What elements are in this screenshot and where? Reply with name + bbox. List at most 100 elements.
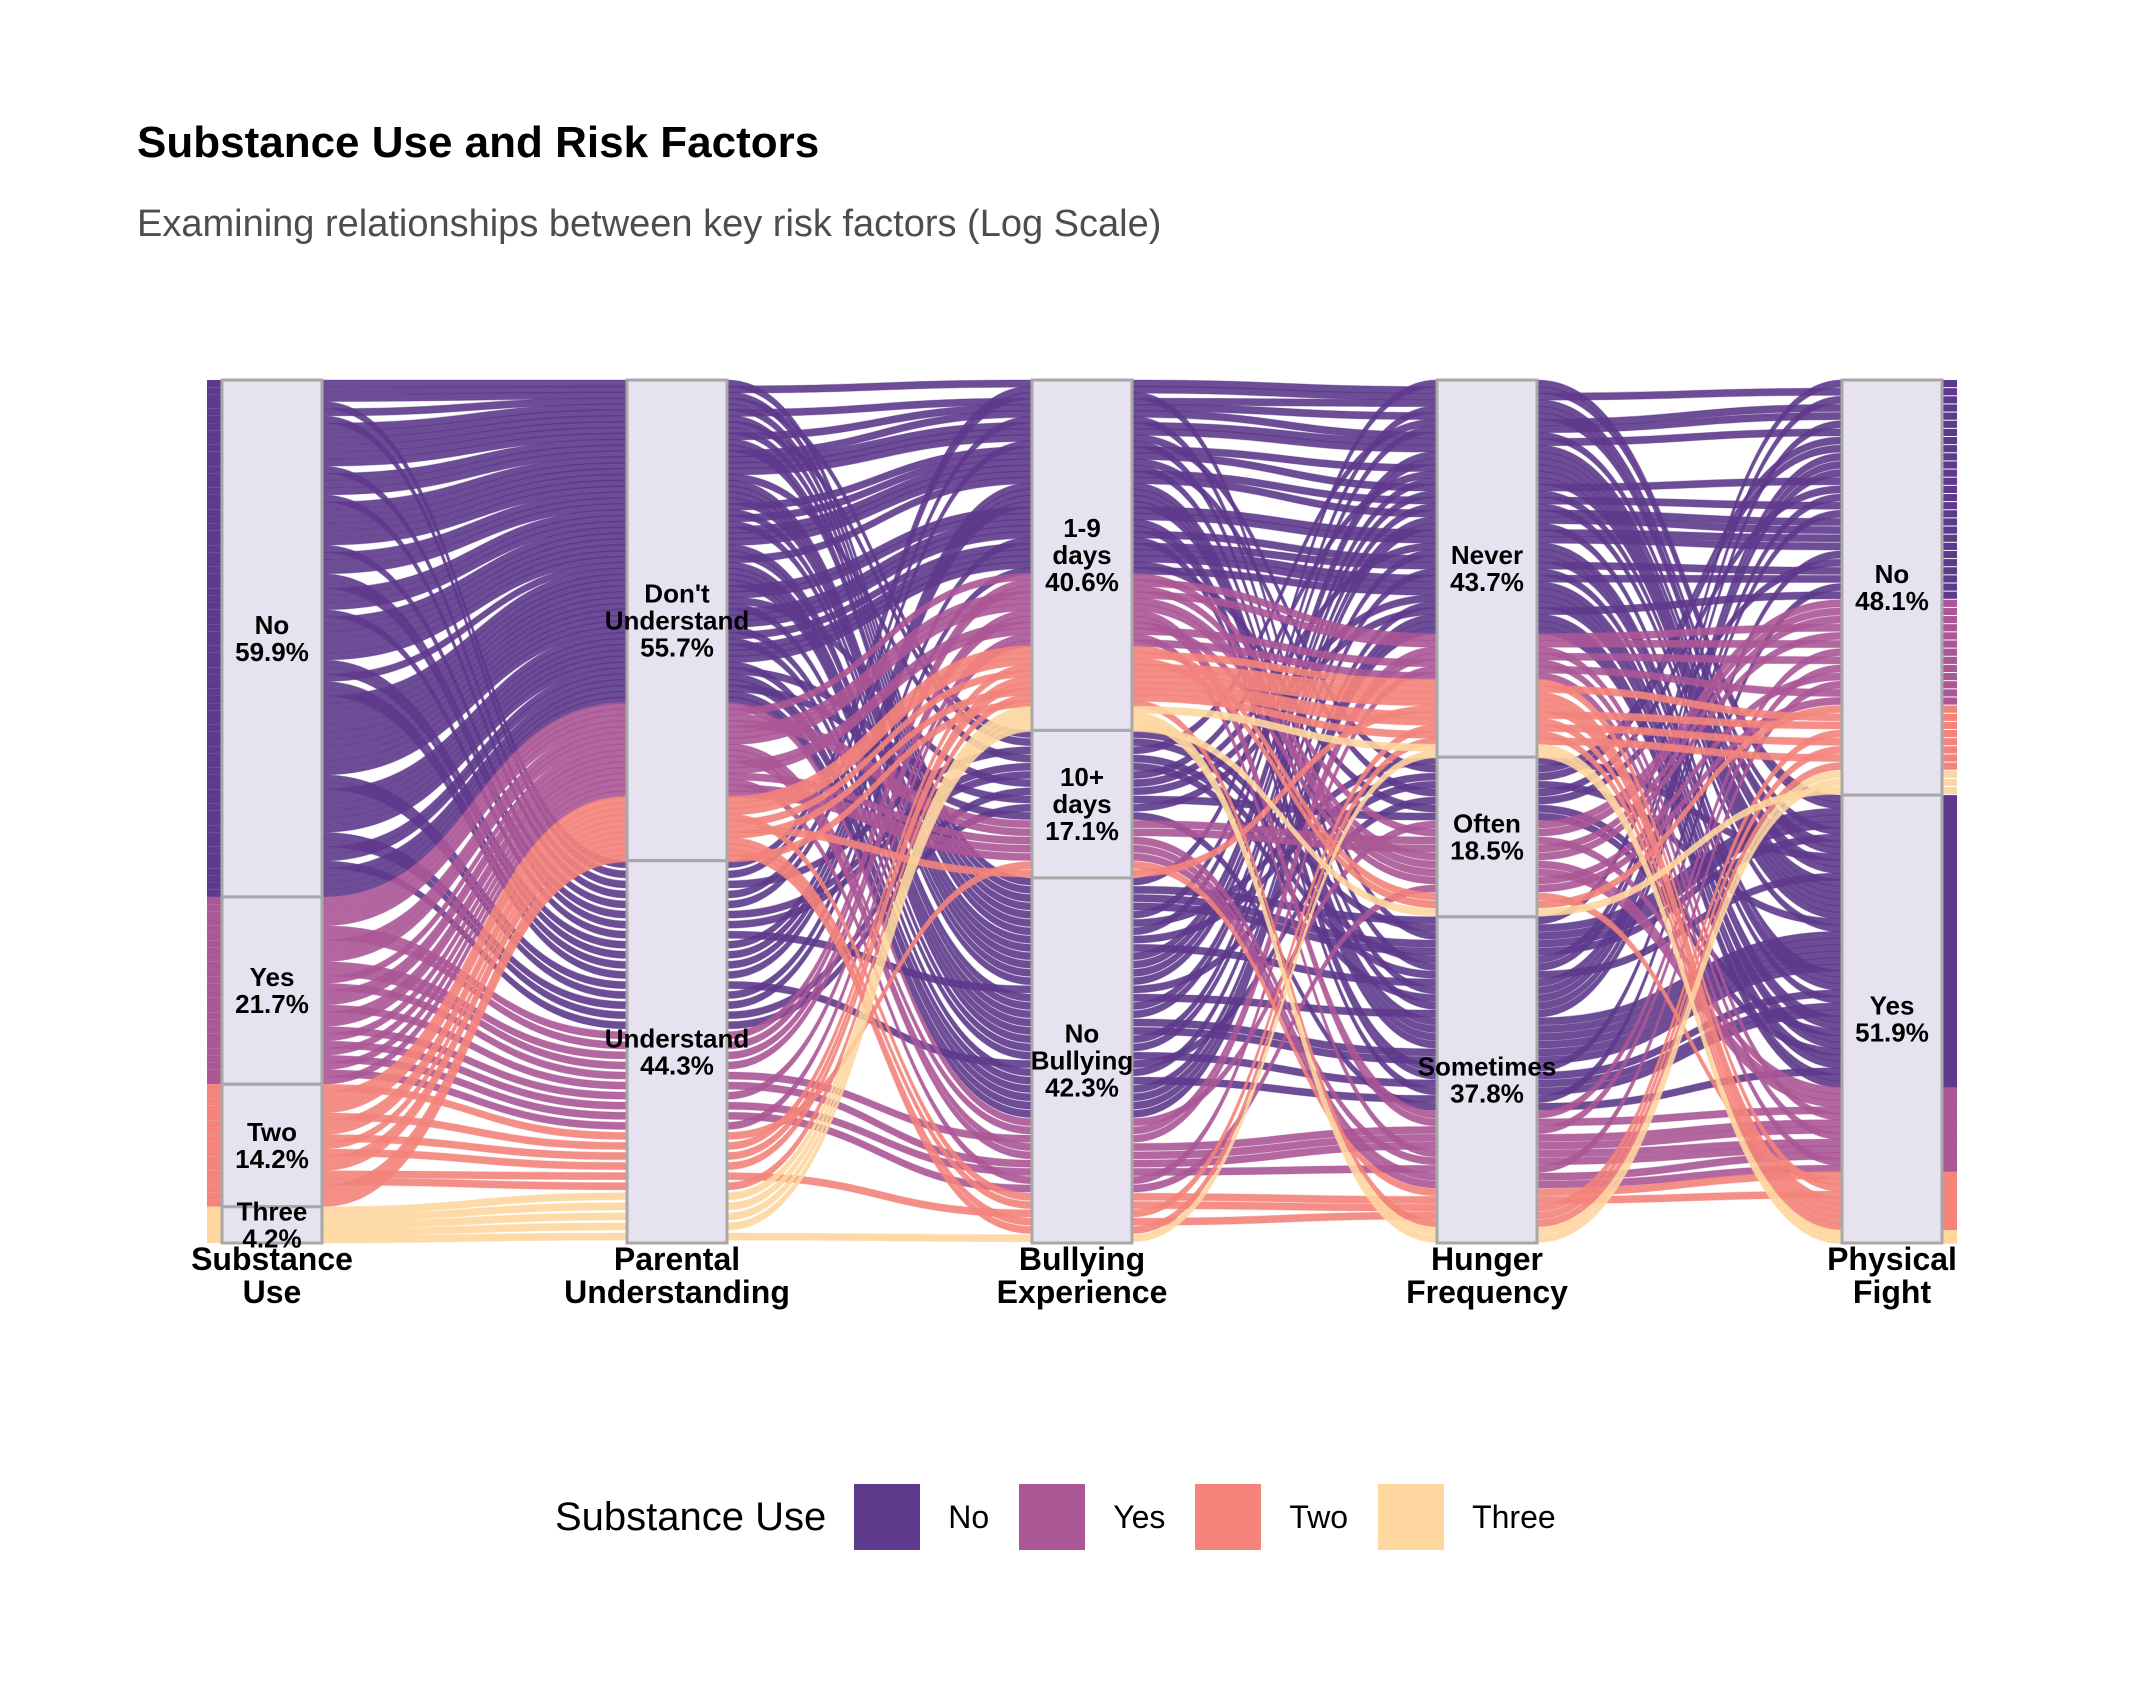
stratum-label: 17.1% [1045, 816, 1119, 846]
flow-edge [207, 1156, 222, 1164]
flow-edge [207, 451, 222, 459]
flow-edge [1942, 721, 1957, 730]
flow-edge [207, 545, 222, 553]
flow-edge [207, 997, 222, 1005]
stratum-label: 18.5% [1450, 835, 1524, 865]
flow-edge [207, 458, 222, 467]
flow-edge [1942, 1223, 1957, 1231]
stratum-box [1435, 915, 1539, 1245]
flow-edge [207, 710, 222, 718]
flow-edge [1942, 1152, 1957, 1160]
flow-edge [207, 394, 222, 402]
flow-edge [207, 609, 222, 617]
flow-edge [207, 767, 222, 775]
flow-edge [1942, 1171, 1957, 1179]
stratum-label: 51.9% [1855, 1018, 1929, 1048]
flow-edge [207, 1206, 222, 1214]
flow-edge [207, 638, 222, 646]
flow-edge [207, 466, 222, 474]
flow-edge [207, 846, 222, 854]
flow-edge [1942, 1087, 1957, 1095]
flow-edge [1942, 380, 1957, 388]
flow-edge [207, 688, 222, 696]
flow-edge [207, 1077, 222, 1085]
stratum-label: Bullying [1031, 1045, 1134, 1075]
legend-label-three: Three [1472, 1498, 1556, 1535]
flow-edge [1942, 477, 1957, 485]
stratum-label: 37.8% [1450, 1078, 1524, 1108]
flow-edge [207, 401, 222, 409]
flow-edge [207, 1091, 222, 1099]
axis-label: Fight [1853, 1274, 1932, 1310]
flow-edge [1942, 705, 1957, 713]
flow-edge [1942, 983, 1957, 991]
flow-edge [1942, 860, 1957, 868]
axis-label: Use [243, 1274, 302, 1310]
flow-edge [1942, 827, 1957, 835]
flow-edge [207, 408, 222, 416]
flow-edge [1942, 1028, 1957, 1036]
flow-edge [207, 774, 222, 783]
flow-edge [207, 1055, 222, 1063]
flow-edge [207, 602, 222, 610]
flow-edge [1942, 840, 1957, 848]
flow-edge [1942, 911, 1957, 920]
legend-label-yes: Yes [1113, 1498, 1166, 1535]
stratum-label: 43.7% [1450, 567, 1524, 597]
legend-item-no: No [854, 1484, 989, 1550]
flow-edge [207, 1214, 222, 1222]
flow-edge [1942, 1009, 1957, 1017]
flow-edge [1942, 866, 1957, 874]
flow-edge [1942, 1080, 1957, 1088]
strata-layer: No59.9%Yes21.7%Two14.2%Three4.2%Don'tUnd… [220, 378, 1944, 1253]
flow-edge [1942, 957, 1957, 965]
flow-edge [1942, 550, 1957, 559]
flow-edge [207, 652, 222, 661]
flow-edge [207, 853, 222, 862]
flow-edge [207, 1113, 222, 1121]
stratum-label: 55.7% [640, 632, 714, 662]
flow-edge [207, 588, 222, 596]
flow-edge [1942, 502, 1957, 510]
flow-edge [207, 1199, 222, 1207]
flow-edge [207, 1149, 222, 1157]
flow-edge [1942, 963, 1957, 972]
flow-edge [1942, 469, 1957, 477]
flow-edge [207, 667, 222, 675]
flow-edge [1942, 1165, 1957, 1173]
flow-edge [1942, 583, 1957, 591]
flow-band [1536, 574, 1843, 584]
flow-edge [1942, 1126, 1957, 1134]
stratum-box [220, 1082, 324, 1209]
stratum-box [220, 895, 324, 1086]
flow-edge [1942, 396, 1957, 404]
flow-edge [207, 1098, 222, 1106]
flow-edge [207, 954, 222, 962]
stratum-box [220, 1205, 324, 1245]
stratum-label: No [255, 610, 290, 640]
flow-edge [1942, 1158, 1957, 1166]
flow-edge [1942, 1178, 1957, 1186]
flow-edge [1942, 575, 1957, 583]
legend-item-two: Two [1195, 1484, 1348, 1550]
flow-edge [207, 423, 222, 431]
flow-edge [207, 868, 222, 876]
flow-edge [1942, 931, 1957, 939]
flow-edge [207, 516, 222, 524]
flow-edge [1942, 1067, 1957, 1075]
legend-key-no [854, 1484, 921, 1550]
flow-edge [207, 803, 222, 811]
stratum-box [1030, 728, 1134, 880]
flow-edge [207, 904, 222, 912]
flow-edge [207, 415, 222, 424]
flow-edge [1942, 1236, 1957, 1244]
flow-edge [1942, 1074, 1957, 1082]
flow-edge [207, 947, 222, 955]
stratum-box [220, 378, 324, 899]
flow-edge [207, 631, 222, 639]
flow-edge [1942, 445, 1957, 453]
flow-edge [207, 581, 222, 589]
legend-item-yes: Yes [1019, 1484, 1165, 1550]
axis-label: Parental [614, 1241, 740, 1277]
flow-edge [207, 1026, 222, 1034]
